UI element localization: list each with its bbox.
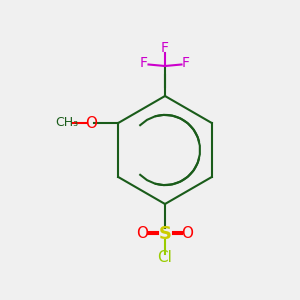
Text: CH₃: CH₃ bbox=[56, 116, 79, 130]
Text: S: S bbox=[158, 225, 172, 243]
Text: O: O bbox=[182, 226, 194, 242]
Text: O: O bbox=[136, 226, 148, 242]
Text: F: F bbox=[140, 56, 148, 70]
Text: F: F bbox=[182, 56, 190, 70]
Text: F: F bbox=[161, 41, 169, 55]
Text: Cl: Cl bbox=[158, 250, 172, 266]
Text: O: O bbox=[85, 116, 97, 130]
